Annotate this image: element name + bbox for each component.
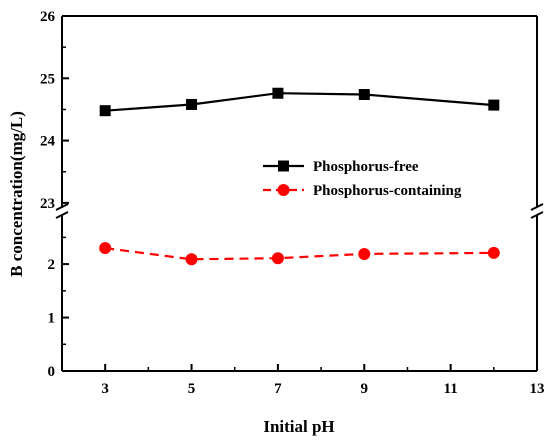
x-tick-label: 9	[361, 381, 369, 397]
legend: Phosphorus-free Phosphorus-containing	[263, 159, 462, 199]
series-line-2	[105, 247, 494, 261]
x-tick-label: 7	[274, 381, 282, 397]
data-point	[488, 99, 500, 111]
x-tick-label: 3	[101, 381, 109, 397]
data-point	[272, 87, 284, 99]
y-tick-label: 2	[48, 257, 56, 273]
x-axis-title: Initial pH	[263, 417, 334, 436]
legend-marker	[278, 160, 289, 172]
y-tick-label: 1	[48, 311, 56, 327]
ticks: 3 5 7 9 11 13 23 24 25 26 0 1 2	[40, 9, 545, 397]
y-tick-label: 24	[40, 134, 56, 150]
data-point	[185, 253, 198, 266]
axis-break-mark	[530, 203, 544, 211]
data-point	[271, 252, 284, 265]
y-tick-label: 26	[40, 9, 56, 25]
axis-break-mark	[530, 211, 544, 219]
data-point	[186, 98, 198, 110]
axes	[55, 15, 544, 372]
data-point	[487, 246, 500, 259]
x-tick-label: 11	[444, 381, 458, 397]
x-tick-label: 13	[530, 381, 545, 397]
data-point	[358, 88, 370, 100]
y-tick-label: 25	[40, 71, 55, 87]
data-point	[99, 242, 112, 255]
x-tick-label: 5	[188, 381, 196, 397]
series-line-1	[105, 92, 494, 112]
axis-break-mark	[55, 211, 69, 219]
legend-label: Phosphorus-free	[313, 159, 419, 175]
y-tick-label: 0	[48, 364, 56, 380]
legend-label: Phosphorus-containing	[313, 183, 462, 199]
data-point	[99, 105, 111, 117]
legend-marker	[277, 184, 290, 196]
series-layer	[99, 87, 500, 266]
axis-break-mark	[55, 203, 69, 211]
y-tick-label: 23	[40, 196, 55, 212]
y-axis-title: B concentration(mg/L)	[7, 111, 26, 277]
data-point	[358, 247, 371, 260]
